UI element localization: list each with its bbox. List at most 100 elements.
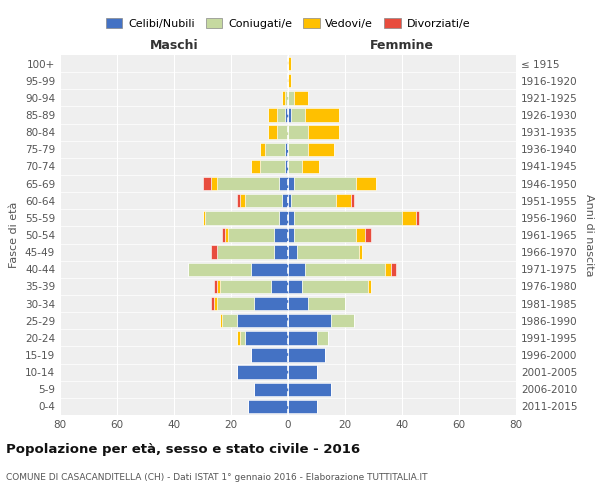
Bar bbox=[288, 262, 305, 276]
Bar bbox=[285, 142, 288, 156]
Bar bbox=[288, 228, 294, 241]
Bar bbox=[285, 108, 288, 122]
Bar bbox=[402, 211, 416, 224]
Bar bbox=[188, 262, 251, 276]
Bar bbox=[217, 297, 254, 310]
Bar bbox=[337, 194, 350, 207]
Bar bbox=[288, 280, 302, 293]
Bar bbox=[288, 126, 308, 139]
Bar bbox=[260, 142, 265, 156]
Bar bbox=[288, 314, 331, 328]
Bar bbox=[265, 142, 285, 156]
Bar bbox=[285, 160, 288, 173]
Bar bbox=[296, 246, 359, 259]
Bar bbox=[237, 194, 239, 207]
Bar bbox=[288, 74, 291, 88]
Bar bbox=[365, 228, 371, 241]
Bar bbox=[251, 262, 288, 276]
Bar bbox=[223, 228, 226, 241]
Bar bbox=[237, 331, 239, 344]
Bar bbox=[288, 91, 294, 104]
Bar bbox=[294, 177, 356, 190]
Text: Femmine: Femmine bbox=[370, 38, 434, 52]
Bar bbox=[211, 177, 217, 190]
Bar bbox=[288, 246, 296, 259]
Bar bbox=[217, 246, 274, 259]
Bar bbox=[356, 177, 376, 190]
Bar bbox=[268, 108, 277, 122]
Bar bbox=[288, 57, 291, 70]
Bar bbox=[277, 126, 288, 139]
Bar bbox=[226, 228, 228, 241]
Legend: Celibi/Nubili, Coniugati/e, Vedovi/e, Divorziati/e: Celibi/Nubili, Coniugati/e, Vedovi/e, Di… bbox=[101, 14, 475, 34]
Bar bbox=[308, 126, 340, 139]
Bar bbox=[308, 297, 345, 310]
Bar bbox=[203, 177, 211, 190]
Bar bbox=[211, 246, 217, 259]
Bar bbox=[220, 314, 223, 328]
Bar bbox=[239, 331, 245, 344]
Bar bbox=[271, 280, 288, 293]
Bar bbox=[416, 211, 419, 224]
Bar bbox=[288, 400, 317, 413]
Bar bbox=[283, 194, 288, 207]
Bar bbox=[294, 91, 308, 104]
Bar bbox=[248, 400, 288, 413]
Text: Maschi: Maschi bbox=[149, 38, 199, 52]
Bar bbox=[274, 228, 288, 241]
Bar bbox=[211, 297, 214, 310]
Text: Popolazione per età, sesso e stato civile - 2016: Popolazione per età, sesso e stato civil… bbox=[6, 442, 360, 456]
Bar bbox=[288, 331, 317, 344]
Bar bbox=[239, 194, 245, 207]
Bar bbox=[245, 194, 283, 207]
Bar bbox=[236, 314, 288, 328]
Bar bbox=[214, 297, 217, 310]
Bar bbox=[294, 228, 356, 241]
Bar bbox=[220, 280, 271, 293]
Bar bbox=[288, 142, 308, 156]
Bar bbox=[254, 382, 288, 396]
Bar bbox=[331, 314, 353, 328]
Bar bbox=[282, 91, 285, 104]
Bar bbox=[356, 228, 365, 241]
Text: COMUNE DI CASACANDITELLA (CH) - Dati ISTAT 1° gennaio 2016 - Elaborazione TUTTIT: COMUNE DI CASACANDITELLA (CH) - Dati IST… bbox=[6, 472, 427, 482]
Bar bbox=[368, 280, 371, 293]
Bar bbox=[217, 177, 280, 190]
Bar bbox=[288, 194, 291, 207]
Bar bbox=[280, 211, 288, 224]
Bar bbox=[288, 177, 294, 190]
Bar bbox=[288, 382, 331, 396]
Bar bbox=[305, 262, 385, 276]
Bar bbox=[260, 160, 285, 173]
Bar bbox=[274, 246, 288, 259]
Bar bbox=[254, 297, 288, 310]
Bar bbox=[203, 211, 205, 224]
Bar bbox=[294, 211, 402, 224]
Bar bbox=[228, 228, 274, 241]
Bar bbox=[291, 194, 337, 207]
Y-axis label: Fasce di età: Fasce di età bbox=[10, 202, 19, 268]
Bar bbox=[350, 194, 353, 207]
Bar bbox=[251, 348, 288, 362]
Bar bbox=[359, 246, 362, 259]
Bar bbox=[245, 331, 288, 344]
Bar bbox=[285, 91, 288, 104]
Bar bbox=[291, 108, 305, 122]
Bar bbox=[236, 366, 288, 379]
Bar bbox=[305, 108, 340, 122]
Bar bbox=[205, 211, 280, 224]
Bar bbox=[302, 160, 319, 173]
Bar bbox=[288, 366, 317, 379]
Bar bbox=[302, 280, 368, 293]
Y-axis label: Anni di nascita: Anni di nascita bbox=[584, 194, 594, 276]
Bar bbox=[308, 142, 334, 156]
Bar bbox=[288, 348, 325, 362]
Bar bbox=[288, 211, 294, 224]
Bar bbox=[217, 280, 220, 293]
Bar bbox=[385, 262, 391, 276]
Bar bbox=[268, 126, 277, 139]
Bar bbox=[214, 280, 217, 293]
Bar bbox=[251, 160, 260, 173]
Bar bbox=[288, 160, 302, 173]
Bar bbox=[223, 314, 236, 328]
